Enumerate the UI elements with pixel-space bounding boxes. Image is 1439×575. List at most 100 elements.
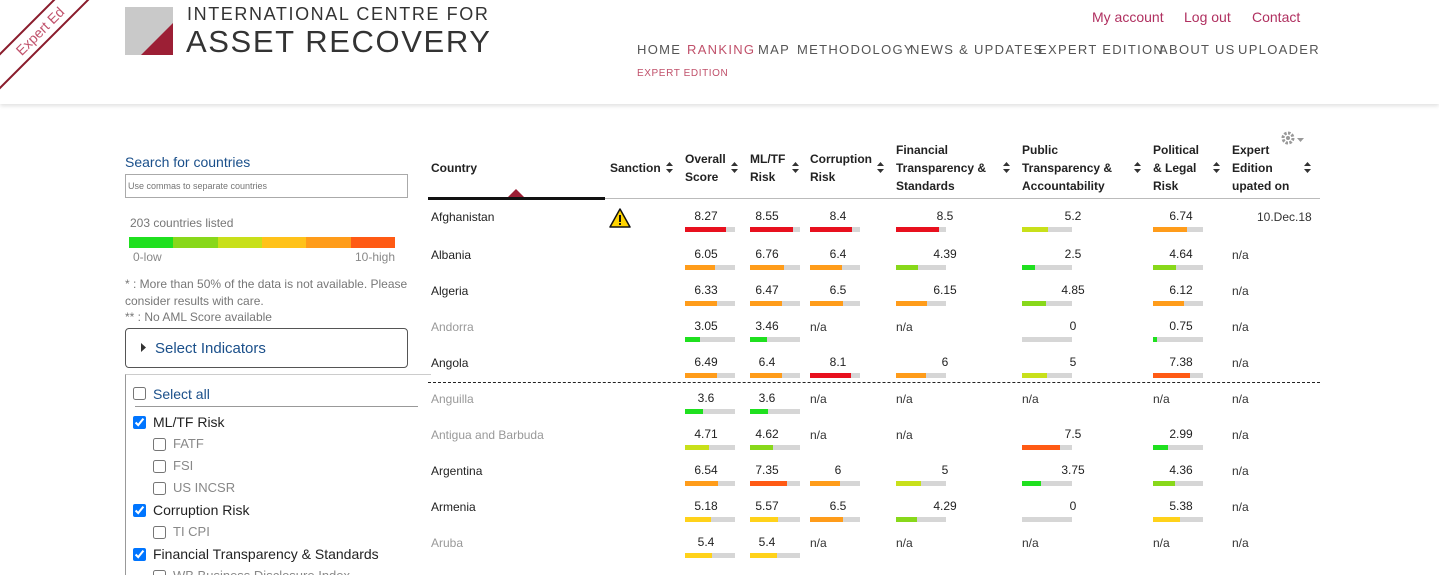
top-link[interactable]: Contact	[1252, 9, 1301, 25]
score-bar	[750, 265, 784, 270]
score-track	[1022, 517, 1072, 522]
column-header[interactable]: Financial	[896, 143, 949, 157]
nav-link[interactable]: HOME	[637, 42, 682, 57]
column-header[interactable]: ML/TF	[750, 152, 786, 166]
indicator-checkbox[interactable]	[133, 548, 146, 561]
column-header[interactable]: Risk	[810, 170, 836, 184]
header-bar	[0, 0, 1439, 104]
score-bar	[685, 517, 711, 522]
score-bar	[810, 227, 852, 232]
column-header[interactable]: & Legal	[1153, 161, 1197, 175]
country-name[interactable]: Albania	[431, 248, 472, 262]
score-bar	[1022, 445, 1060, 450]
column-header[interactable]: Political	[1153, 143, 1200, 157]
column-header[interactable]: Standards	[896, 179, 955, 193]
country-name[interactable]: Armenia	[431, 500, 476, 514]
score-bar	[750, 445, 774, 450]
indicator-label[interactable]: ML/TF Risk	[153, 414, 225, 430]
country-count: 203 countries listed	[130, 216, 234, 230]
indicator-checkbox[interactable]	[153, 482, 166, 495]
scale-segment	[261, 237, 307, 248]
sort-arrows[interactable]	[1134, 162, 1141, 173]
country-name[interactable]: Afghanistan	[431, 210, 495, 224]
sort-arrows[interactable]	[877, 162, 884, 173]
score-track	[896, 265, 946, 270]
indicator-checkbox[interactable]	[153, 570, 166, 575]
score-bar	[685, 481, 718, 486]
indicator-checkbox[interactable]	[133, 504, 146, 517]
sort-arrows[interactable]	[1003, 162, 1010, 173]
score-value: 6.33	[694, 283, 718, 297]
score-value: 7.5	[1064, 427, 1082, 441]
sort-arrows[interactable]	[731, 162, 738, 173]
column-header[interactable]: Transparency &	[896, 161, 987, 175]
select-all-checkbox[interactable]	[133, 387, 146, 400]
top-link[interactable]: My account	[1092, 9, 1164, 25]
country-name[interactable]: Argentina	[431, 464, 483, 478]
expert-date: 10.Dec.18	[1257, 210, 1312, 224]
not-available: n/a	[810, 428, 827, 442]
nav-link[interactable]: EXPERT EDITION	[1038, 42, 1165, 57]
column-header[interactable]: Country	[431, 161, 477, 175]
country-name[interactable]: Aruba	[431, 536, 464, 550]
score-bar	[750, 301, 783, 306]
column-header[interactable]: Corruption	[810, 152, 872, 166]
select-all-label[interactable]: Select all	[153, 386, 210, 402]
country-name[interactable]: Antigua and Barbuda	[431, 428, 544, 442]
column-header[interactable]: upated on	[1232, 179, 1290, 193]
column-header[interactable]: Public	[1022, 143, 1059, 157]
nav-link[interactable]: RANKING	[687, 42, 756, 57]
indicator-label[interactable]: Corruption Risk	[153, 502, 250, 518]
nav-link[interactable]: METHODOLOGY	[797, 42, 914, 57]
not-available: n/a	[810, 536, 827, 550]
column-header[interactable]: Sanction	[610, 161, 661, 175]
indicator-checkbox[interactable]	[153, 438, 166, 451]
column-header[interactable]: Expert	[1232, 143, 1270, 157]
score-value: 8.27	[694, 209, 718, 223]
select-indicators-button[interactable]: Select Indicators	[125, 328, 408, 368]
indicator-label[interactable]: WB Business Disclosure Index	[173, 568, 350, 575]
country-name[interactable]: Anguilla	[431, 392, 474, 406]
nav-link[interactable]: UPLOADER	[1238, 42, 1320, 57]
country-name[interactable]: Algeria	[431, 284, 469, 298]
subnav-link[interactable]: EXPERT EDITION	[637, 68, 729, 79]
indicator-label[interactable]: FATF	[173, 436, 204, 451]
score-bar	[750, 227, 793, 232]
country-name[interactable]: Angola	[431, 356, 469, 370]
not-available: n/a	[896, 392, 913, 406]
indicator-checkbox[interactable]	[153, 526, 166, 539]
indicator-checkbox[interactable]	[153, 460, 166, 473]
sort-arrows[interactable]	[792, 162, 799, 173]
settings-icon[interactable]	[1280, 130, 1306, 148]
sort-arrows[interactable]	[666, 162, 673, 173]
column-header[interactable]: Score	[685, 170, 719, 184]
score-bar	[750, 409, 768, 414]
column-header[interactable]: Risk	[750, 170, 776, 184]
country-name[interactable]: Andorra	[431, 320, 474, 334]
indicator-label[interactable]: Financial Transparency & Standards	[153, 546, 379, 562]
search-input[interactable]	[125, 174, 408, 198]
score-bar	[685, 409, 703, 414]
indicator-label[interactable]: TI CPI	[173, 524, 210, 539]
sort-arrows[interactable]	[1213, 162, 1220, 173]
column-header[interactable]: Edition	[1232, 161, 1273, 175]
top-link[interactable]: Log out	[1184, 9, 1231, 25]
score-bar	[896, 373, 926, 378]
nav-link[interactable]: NEWS & UPDATES	[910, 42, 1044, 57]
nav-link[interactable]: ABOUT US	[1159, 42, 1236, 57]
score-value: 5.18	[694, 499, 718, 513]
column-header[interactable]: Overall	[685, 152, 726, 166]
score-bar	[1022, 265, 1035, 270]
indicator-label[interactable]: US INCSR	[173, 480, 236, 495]
column-header[interactable]: Risk	[1153, 179, 1179, 193]
score-bar	[1153, 517, 1180, 522]
indicator-checkbox[interactable]	[133, 416, 146, 429]
nav-link[interactable]: MAP	[758, 42, 791, 57]
sort-arrows[interactable]	[1304, 162, 1311, 173]
column-header[interactable]: Accountability	[1022, 179, 1105, 193]
header-rule	[605, 198, 1320, 199]
indicator-label[interactable]: FSI	[173, 458, 194, 473]
column-header[interactable]: Transparency &	[1022, 161, 1113, 175]
expert-date: n/a	[1232, 500, 1249, 514]
